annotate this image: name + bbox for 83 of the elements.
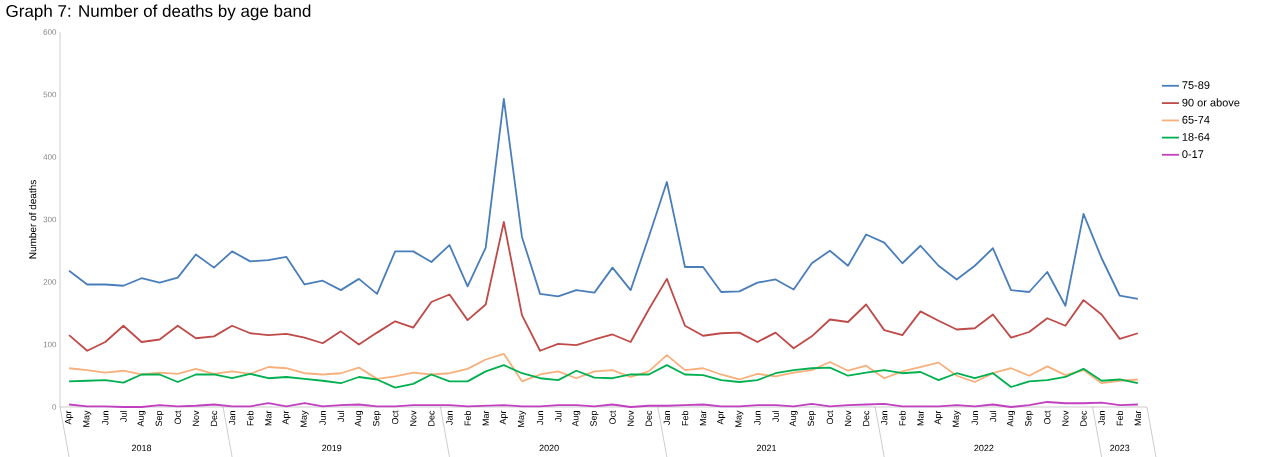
line-series (68, 364, 1139, 389)
x-tick-label: Nov (627, 410, 634, 426)
x-tick-label: Feb (246, 410, 254, 426)
x-tick-label: Mar (917, 410, 924, 426)
x-tick-label: Nov (844, 410, 852, 426)
x-tick-label: Feb (1116, 410, 1124, 426)
x-tick-label: Oct (391, 410, 399, 425)
x-tick-label: Nov (1062, 410, 1069, 426)
x-tick-label: Dec (862, 410, 870, 426)
x-tick-label: Jul (337, 411, 345, 422)
x-tick-label: Sep (807, 410, 816, 427)
x-tick-label: Oct (1044, 410, 1051, 425)
x-tick-label: Feb (681, 410, 689, 426)
x-tick-label: Sep (590, 410, 599, 427)
line-series (68, 97, 1139, 307)
y-tick-label: 300 (43, 216, 57, 223)
x-tick-label: Mar (699, 410, 707, 426)
x-tick-label: Jun (319, 411, 326, 425)
y-tick-label: 600 (43, 29, 57, 35)
x-tick-label: Apr (282, 410, 291, 425)
x-tick-label: Mar (1134, 410, 1141, 426)
chart-title: Graph 7: Number of deaths by age band (6, 4, 311, 21)
text: 2018 (131, 444, 152, 452)
legend-label: 90 or above (1182, 98, 1240, 107)
x-tick-label: Aug (789, 411, 798, 427)
x-tick-label: Nov (192, 410, 200, 426)
x-tick-label: Apr (934, 410, 943, 425)
text: 2022 (974, 444, 994, 452)
x-tick-label: Dec (428, 410, 435, 426)
x-tick-label: Mar (265, 410, 272, 426)
x-tick-label: May (517, 410, 526, 427)
y-tick-label: 400 (43, 154, 57, 160)
x-tick-label: Jun (754, 411, 761, 425)
x-tick-label: Aug (572, 411, 581, 427)
y-tick-label: 200 (43, 279, 57, 285)
x-tick-label: Jul (120, 411, 127, 422)
x-tick-label: Mar (482, 410, 489, 426)
x-tick-label: Dec (645, 410, 652, 426)
x-tick-label: Oct (826, 410, 834, 425)
y-tick-label: 500 (43, 91, 57, 98)
x-tick-label: Oct (609, 410, 616, 425)
legend-label: 0-17 (1182, 150, 1204, 158)
x-tick-label: Dec (210, 410, 218, 426)
y-axis-title: Number of deaths (28, 180, 37, 259)
x-tick-label: Aug (354, 411, 363, 427)
x-tick-label: May (300, 410, 309, 427)
y-tick-label: 100 (43, 341, 57, 348)
x-tick-label: Jan (881, 411, 888, 425)
x-tick-label: May (735, 410, 744, 427)
y-tick-label: 0 (52, 404, 57, 410)
legend-label: 18-64 (1182, 133, 1210, 141)
x-tick-label: Oct (174, 410, 181, 425)
x-tick-label: Jan (228, 411, 236, 425)
x-tick-label: Jan (446, 411, 453, 425)
text: 2019 (322, 444, 342, 452)
legend-label: 75-89 (1182, 81, 1210, 89)
x-tick-label: Feb (464, 410, 471, 426)
x-tick-label: Sep (372, 410, 382, 427)
x-tick-label: Aug (1007, 411, 1016, 427)
x-tick-label: May (952, 410, 961, 427)
x-tick-label: Jan (663, 411, 671, 425)
x-tick-label: May (83, 410, 92, 427)
x-tick-label: Sep (1025, 410, 1034, 427)
text: 2020 (539, 444, 559, 452)
x-tick-label: Jul (554, 411, 562, 422)
x-tick-label: Jun (536, 411, 544, 425)
x-tick-label: Nov (410, 410, 417, 426)
x-tick-label: Apr (499, 410, 508, 425)
x-tick-label: Jul (772, 411, 779, 422)
line-series (68, 221, 1139, 352)
x-tick-label: Jun (102, 411, 109, 425)
x-tick-label: Apr (717, 410, 726, 425)
text: 2023 (1110, 444, 1130, 452)
x-tick-label: Jun (971, 411, 978, 425)
x-tick-label: Jan (1098, 411, 1105, 425)
x-tick-label: Jul (989, 411, 997, 422)
text: 2021 (756, 444, 777, 452)
x-tick-label: Aug (137, 411, 146, 427)
legend-label: 65-74 (1182, 115, 1210, 124)
x-tick-label: Sep (155, 410, 164, 427)
x-tick-label: Feb (899, 410, 906, 426)
x-tick-label: Dec (1080, 410, 1087, 426)
x-tick-label: Apr (65, 410, 74, 425)
